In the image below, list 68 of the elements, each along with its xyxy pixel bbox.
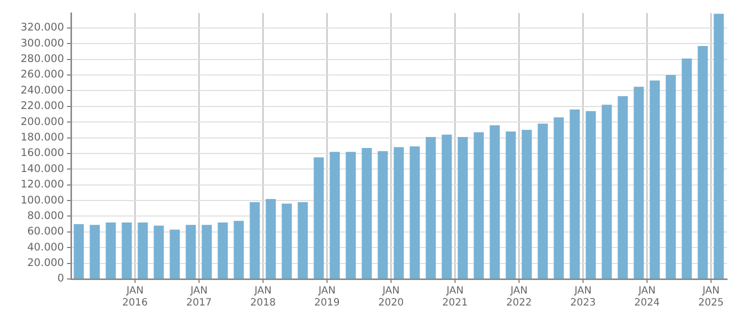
y-tick-label: 0	[57, 272, 64, 285]
bar	[218, 222, 228, 278]
x-tick-label: JAN 2021	[442, 286, 468, 309]
bar	[698, 46, 708, 278]
y-tick-label: 160.000	[20, 147, 64, 160]
bar	[106, 222, 116, 278]
y-tick-label: 140.000	[20, 162, 64, 175]
bar	[90, 224, 100, 278]
bar	[538, 124, 548, 278]
bar	[474, 132, 484, 278]
bar	[250, 202, 260, 278]
bar	[122, 222, 132, 278]
bar	[506, 131, 516, 278]
x-tick-label: JAN 2016	[122, 286, 148, 309]
bar	[346, 152, 356, 278]
bar	[314, 157, 324, 278]
bar	[138, 222, 148, 278]
bar	[170, 230, 180, 278]
y-tick-label: 180.000	[20, 131, 64, 144]
bar	[554, 117, 564, 278]
y-tick-label: 240.000	[20, 84, 64, 96]
bar	[602, 104, 612, 278]
bar	[74, 224, 84, 278]
x-tick-label: JAN 2023	[570, 286, 596, 309]
bar	[586, 111, 596, 278]
bar	[330, 152, 340, 278]
y-tick-label: 40.000	[27, 241, 64, 254]
bar	[234, 220, 244, 278]
y-tick-label: 320.000	[20, 22, 64, 34]
bar	[266, 198, 276, 278]
x-tick-label: JAN 2025	[698, 286, 724, 309]
bar	[202, 224, 212, 278]
bar	[682, 58, 692, 278]
x-tick-label: JAN 2018	[250, 286, 276, 309]
bar	[714, 14, 724, 278]
bar	[426, 136, 436, 278]
bar	[458, 136, 468, 278]
bar	[442, 134, 452, 278]
bar	[186, 224, 196, 278]
y-tick-label: 80.000	[27, 210, 64, 222]
bar	[634, 86, 644, 278]
y-tick-label: 280.000	[20, 53, 64, 66]
y-tick-label: 200.000	[20, 116, 64, 128]
y-tick-label: 60.000	[27, 226, 64, 238]
y-tick-label: 300.000	[20, 37, 64, 50]
x-tick-label: JAN 2020	[378, 286, 404, 309]
bar	[410, 146, 420, 278]
x-tick-label: JAN 2019	[314, 286, 340, 309]
y-tick-label: 120.000	[20, 178, 64, 191]
bar	[570, 110, 580, 278]
y-tick-label: 100.000	[20, 194, 64, 206]
x-tick-label: JAN 2022	[506, 286, 532, 309]
bar	[282, 204, 292, 278]
bar	[362, 148, 372, 278]
bar	[490, 125, 500, 278]
bar	[378, 151, 388, 278]
bar	[298, 202, 308, 278]
bar	[650, 80, 660, 278]
bar	[618, 96, 628, 278]
x-tick-label: JAN 2024	[634, 286, 660, 309]
bar	[394, 147, 404, 278]
bar	[154, 226, 164, 278]
y-tick-label: 220.000	[20, 100, 64, 112]
y-tick-label: 260.000	[20, 68, 64, 81]
y-tick-label: 20.000	[27, 257, 64, 270]
x-tick-label: JAN 2017	[186, 286, 212, 309]
bar	[522, 130, 532, 278]
bar	[666, 74, 676, 278]
